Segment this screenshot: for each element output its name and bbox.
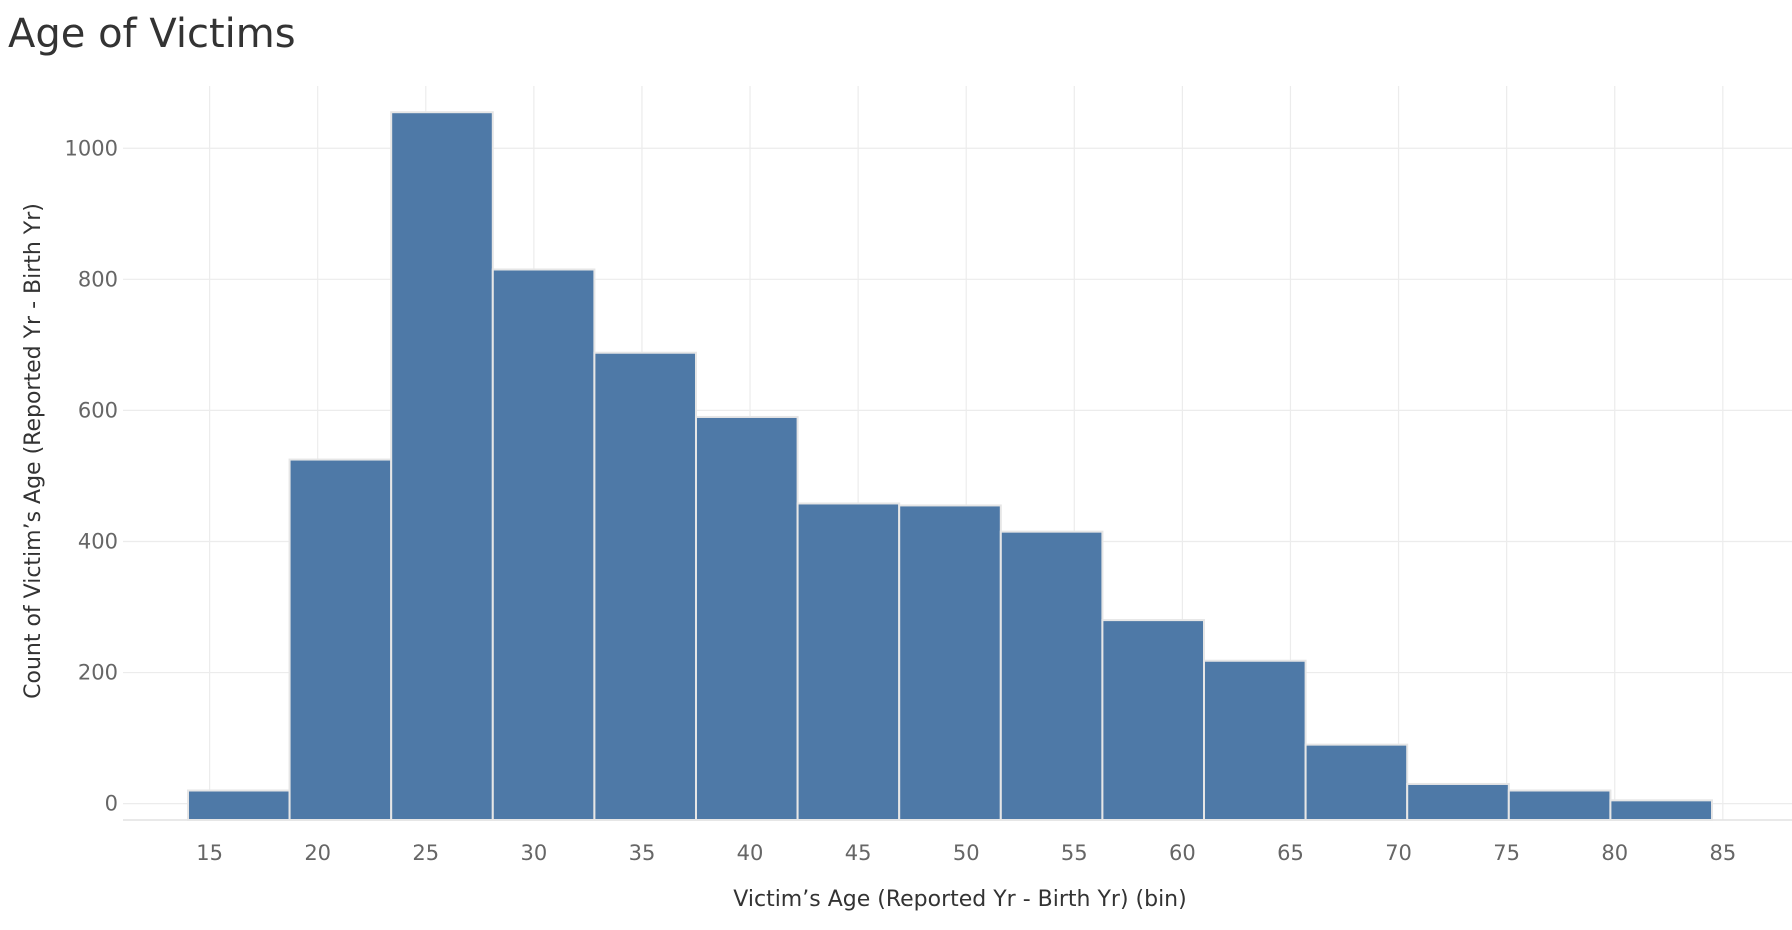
x-tick-label: 70 — [1385, 841, 1412, 865]
histogram-bar[interactable] — [1507, 789, 1612, 821]
x-tick-label: 60 — [1169, 841, 1196, 865]
x-tick-label: 35 — [629, 841, 656, 865]
x-tick-label: 15 — [196, 841, 223, 865]
y-tick-label: 200 — [78, 661, 118, 685]
histogram-bar[interactable] — [288, 458, 393, 821]
x-tick-label: 80 — [1601, 841, 1628, 865]
x-tick-label: 25 — [412, 841, 439, 865]
y-tick-label: 1000 — [65, 136, 118, 160]
y-tick-label: 400 — [78, 529, 118, 553]
y-axis-title: Count of Victim’s Age (Reported Yr - Bir… — [21, 203, 46, 699]
histogram-bar[interactable] — [1101, 619, 1206, 822]
x-tick-label: 75 — [1493, 841, 1520, 865]
x-tick-label: 55 — [1061, 841, 1088, 865]
y-tick-label: 0 — [105, 792, 118, 816]
histogram-bar[interactable] — [186, 789, 291, 821]
x-tick-label: 45 — [845, 841, 872, 865]
x-tick-label: 30 — [520, 841, 547, 865]
y-tick-label: 600 — [78, 398, 118, 422]
x-axis-ticks: 15 20 25 30 35 40 45 50 55 60 65 70 75 80 85 — [196, 841, 1736, 865]
y-tick-label: 800 — [78, 267, 118, 291]
histogram-bar[interactable] — [694, 415, 799, 821]
x-tick-label: 40 — [737, 841, 764, 865]
histogram-bar[interactable] — [1406, 782, 1510, 822]
x-tick-label: 20 — [304, 841, 331, 865]
histogram-bar[interactable] — [796, 502, 901, 821]
histogram-bar[interactable] — [491, 268, 596, 821]
histogram-bar[interactable] — [1203, 659, 1307, 822]
x-tick-label: 65 — [1277, 841, 1304, 865]
histogram-bar[interactable] — [898, 504, 1002, 821]
histogram-bar[interactable] — [1609, 799, 1714, 822]
histogram-bar[interactable] — [390, 111, 494, 821]
histogram-bar[interactable] — [593, 351, 697, 821]
x-axis-title: Victim’s Age (Reported Yr - Birth Yr) (b… — [733, 887, 1186, 912]
histogram-bar[interactable] — [999, 530, 1104, 822]
y-axis-ticks: 0 200 400 600 800 1000 — [65, 136, 118, 815]
histogram-bar[interactable] — [1304, 743, 1409, 821]
x-tick-label: 50 — [953, 841, 980, 865]
chart-title: Age of Victims — [8, 11, 296, 57]
x-tick-label: 85 — [1709, 841, 1736, 865]
bars — [186, 111, 1714, 822]
